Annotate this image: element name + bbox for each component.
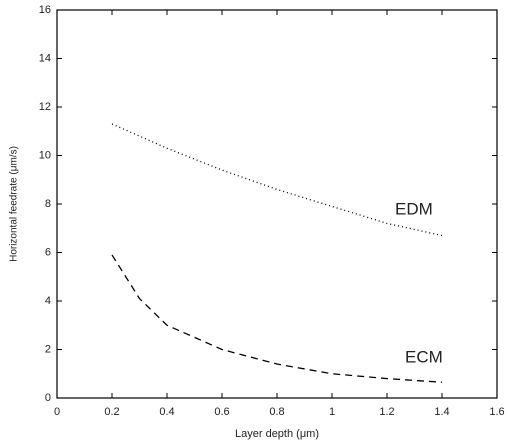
- y-tick-label: 2: [45, 343, 51, 355]
- x-tick-label: 0.4: [159, 406, 174, 418]
- y-tick-label: 4: [45, 295, 51, 307]
- annotation: EDM: [395, 199, 433, 218]
- x-tick-label: 0.2: [104, 406, 119, 418]
- x-tick-label: 0.6: [214, 406, 229, 418]
- y-tick-label: 8: [45, 198, 51, 210]
- x-axis-label: Layer depth (μm): [235, 428, 319, 440]
- x-tick-label: 1.2: [379, 406, 394, 418]
- y-tick-label: 0: [45, 392, 51, 404]
- x-tick-label: 0: [54, 406, 60, 418]
- y-tick-label: 16: [39, 4, 51, 16]
- y-tick-label: 14: [39, 52, 51, 64]
- x-tick-label: 0.8: [269, 406, 284, 418]
- line-series: [111, 254, 443, 383]
- y-tick-label: 6: [45, 246, 51, 258]
- x-tick-label: 1.4: [434, 406, 449, 418]
- line-series: [111, 123, 443, 237]
- y-axis-label: Horizontal feedrate (μm/s): [9, 146, 20, 262]
- y-tick-label: 12: [39, 101, 51, 113]
- x-tick-label: 1: [329, 406, 335, 418]
- y-tick-label: 10: [39, 149, 51, 161]
- x-tick-label: 1.6: [489, 406, 504, 418]
- annotation: ECM: [405, 347, 443, 366]
